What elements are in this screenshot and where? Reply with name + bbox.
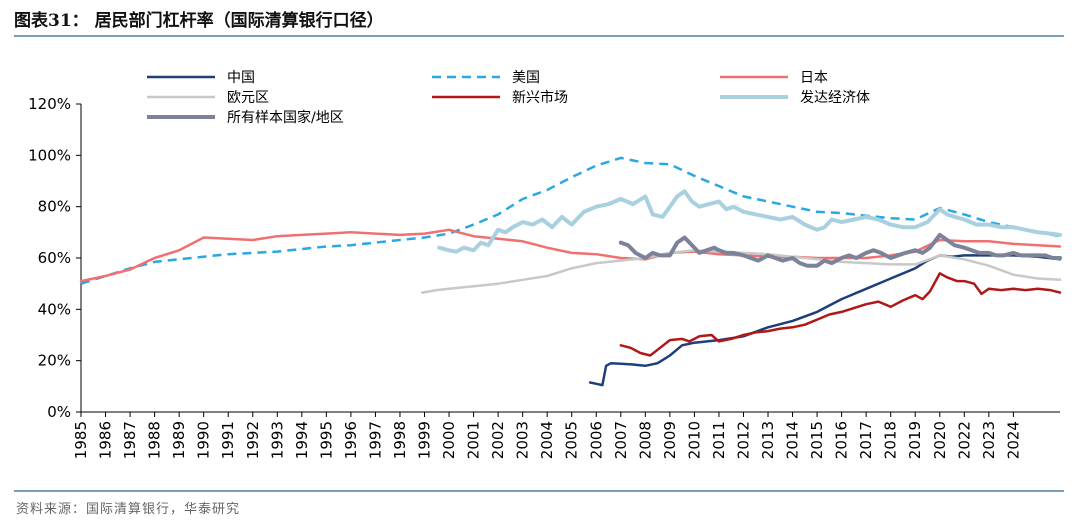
series-line-5 — [619, 272, 1062, 357]
x-tick-label: 2018 — [882, 421, 900, 459]
legend-label-1: 中国 — [227, 70, 255, 86]
x-tick-label: 2001 — [465, 421, 483, 459]
x-tick-label: 2024 — [1004, 421, 1022, 459]
x-tick-label: 2010 — [685, 421, 703, 459]
source-note: 资料来源：国际清算银行，华泰研究 — [16, 502, 241, 517]
x-tick-label: 2003 — [514, 421, 532, 459]
x-tick-label: 1997 — [366, 421, 384, 459]
x-tick-label: 1987 — [121, 421, 139, 459]
chart-axes: 0% 20% 40% 60% 80% 100% 120% 1985 1986 1987 1988 19… — [28, 95, 1060, 459]
y-tick-label: 0% — [47, 403, 71, 421]
x-tick-label: 2023 — [980, 421, 998, 459]
y-tick-label: 120% — [28, 95, 71, 113]
legend-label-6: 发达经济体 — [800, 90, 870, 106]
y-tick-label: 40% — [38, 300, 71, 318]
y-tick-label: 100% — [28, 146, 71, 164]
x-tick-label: 2008 — [636, 421, 654, 459]
x-tick-label: 1986 — [97, 421, 115, 459]
series-line-6 — [437, 189, 1062, 254]
y-tick-label: 20% — [38, 352, 71, 370]
x-tick-label: 2005 — [563, 421, 581, 459]
y-tick-label: 80% — [38, 198, 71, 216]
x-tick-label: 2014 — [784, 421, 802, 459]
x-tick-label: 2017 — [857, 421, 875, 459]
x-tick-label: 1996 — [342, 421, 360, 459]
x-tick-label: 2020 — [931, 421, 949, 459]
chart-title: 图表31： 居民部门杠杆率（国际清算银行口径） — [14, 11, 384, 31]
series-line-1 — [588, 254, 1062, 387]
legend-label-4: 欧元区 — [227, 90, 269, 106]
y-tick-label: 60% — [38, 249, 71, 267]
x-tick-label: 1991 — [219, 421, 237, 459]
x-tick-label: 1998 — [391, 421, 409, 459]
x-tick-label: 2007 — [612, 421, 630, 459]
x-tick-label: 2015 — [808, 421, 826, 459]
x-tick-label: 2012 — [734, 421, 752, 459]
legend-label-7: 所有样本国家/地区 — [227, 109, 344, 126]
x-tick-label: 1999 — [416, 421, 434, 459]
top-rule — [14, 35, 1064, 37]
series-line-2 — [80, 156, 1061, 285]
x-tick-label: 2009 — [661, 421, 679, 459]
x-tick-label: 2022 — [955, 421, 973, 459]
x-tick-label: 2016 — [833, 421, 851, 459]
x-tick-label: 2011 — [710, 421, 728, 459]
legend-label-5: 新兴市场 — [512, 89, 568, 106]
series-line-7 — [618, 232, 1062, 268]
x-tick-label: 1988 — [146, 421, 164, 459]
x-tick-label: 1994 — [293, 421, 311, 459]
x-tick-label: 2000 — [440, 421, 458, 459]
x-tick-label: 1985 — [72, 421, 90, 459]
bottom-rule — [14, 490, 1064, 492]
x-tick-label: 1993 — [268, 421, 286, 459]
x-tick-label: 1989 — [170, 421, 188, 459]
series-layer — [79, 156, 1062, 387]
x-tick-label: 2006 — [587, 421, 605, 459]
x-tick-label: 2013 — [759, 421, 777, 459]
legend-label-2: 美国 — [512, 70, 540, 86]
x-tick-label: 1990 — [195, 421, 213, 459]
x-tick-label: 2004 — [538, 421, 556, 459]
x-tick-label: 1992 — [244, 421, 262, 459]
x-tick-label: 2019 — [906, 421, 924, 459]
x-tick-label: 2002 — [489, 421, 507, 459]
legend-label-3: 日本 — [800, 70, 828, 86]
x-tick-label: 1995 — [317, 421, 335, 459]
